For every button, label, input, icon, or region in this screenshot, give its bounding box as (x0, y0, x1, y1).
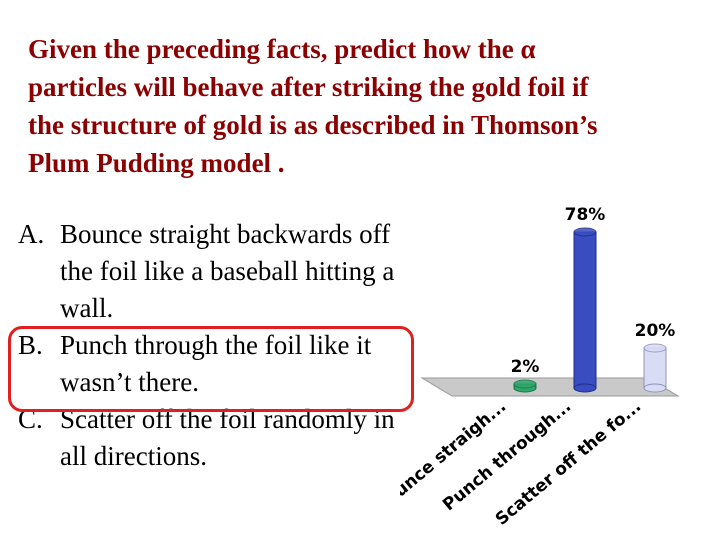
chart-floor (420, 377, 680, 397)
answer-option-b[interactable]: B. Punch through the foil like it wasn’t… (18, 327, 418, 401)
question-text: Given the preceding facts, predict how t… (28, 30, 708, 182)
chart-bar (643, 343, 667, 393)
chart-bars: 2% 78% 20% (511, 205, 676, 393)
bar-value-label: 78% (565, 205, 606, 225)
answer-option-a[interactable]: A. Bounce straight backwards off the foi… (18, 216, 418, 327)
answer-text: Scatter off the foil randomly in all dir… (60, 404, 395, 471)
question-line-3: the structure of gold is as described in… (28, 110, 598, 140)
response-bar-chart: 2% 78% 20% Bounce straigh...Punch through.… (400, 205, 680, 530)
question-line-2: particles will behave after striking the… (28, 72, 589, 102)
question-line-4: Plum Pudding model . (28, 148, 285, 178)
answer-text: Punch through the foil like it wasn’t th… (60, 330, 372, 397)
answer-list: A. Bounce straight backwards off the foi… (18, 216, 418, 475)
chart-category-labels: Bounce straigh...Punch through...Scatter… (400, 397, 645, 530)
question-line-1: Given the preceding facts, predict how t… (28, 34, 536, 64)
answer-letter: B. (18, 330, 43, 360)
bar-value-label: 2% (511, 357, 540, 377)
chart-bar (513, 379, 537, 393)
correct-answer-highlight (8, 326, 414, 412)
answer-letter: A. (18, 219, 45, 249)
chart-bar (573, 227, 597, 393)
bar-value-label: 20% (635, 321, 676, 341)
answer-text: Bounce straight backwards off the foil l… (60, 219, 395, 323)
answer-option-c[interactable]: C. Scatter off the foil randomly in all … (18, 401, 418, 475)
